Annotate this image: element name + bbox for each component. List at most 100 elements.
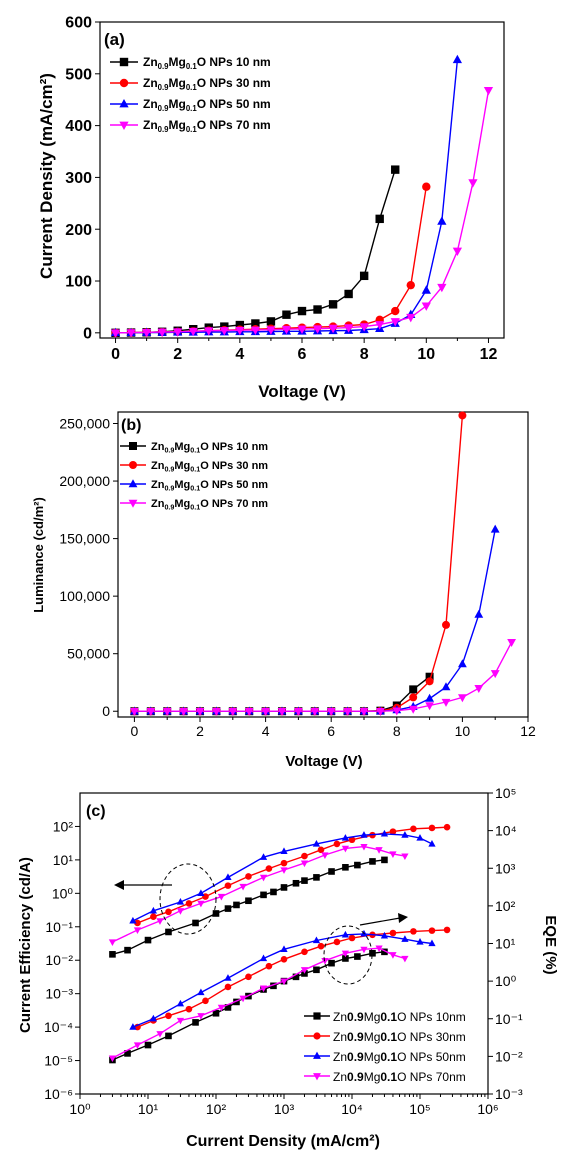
data-point [197, 988, 205, 996]
data-point [375, 847, 383, 854]
annotation-ellipse-right [323, 925, 373, 985]
data-point [342, 955, 349, 962]
data-point [224, 882, 232, 889]
data-point [437, 216, 447, 225]
data-point [212, 708, 221, 717]
data-point [321, 852, 329, 859]
data-point [195, 708, 205, 717]
panel-c-xlabel: Current Density (mA/cm²) [186, 1133, 380, 1150]
data-point [244, 708, 254, 717]
series-line [112, 845, 406, 943]
data-point [281, 325, 292, 335]
y-tick-label: 200,000 [59, 473, 110, 489]
data-point [156, 918, 164, 925]
data-point [280, 956, 288, 963]
data-point [369, 949, 376, 957]
series-line [115, 186, 427, 334]
data-point [228, 708, 238, 717]
y-tick-label: 500 [65, 66, 92, 83]
data-point [409, 693, 418, 702]
data-point [359, 271, 369, 281]
data-point [188, 327, 198, 337]
y-right-tick-label: 10⁰ [495, 973, 517, 989]
annotation-ellipse-left [159, 863, 217, 935]
data-point [259, 874, 268, 882]
series-line [134, 676, 431, 712]
series-line [137, 929, 448, 1028]
legend-label: Zn0.9Mg0.1O NPs 10 nm [143, 55, 271, 71]
legend-marker [313, 1032, 321, 1040]
data-point [219, 327, 229, 336]
x-tick-label: 0 [131, 723, 139, 739]
data-point [212, 910, 220, 917]
data-point [313, 874, 320, 881]
data-point [301, 948, 308, 956]
data-point [392, 707, 402, 716]
x-tick-label: 8 [393, 723, 401, 739]
data-point [280, 945, 288, 952]
panel-b-plot: 0 2 4 6 8 10 12 0 50,000 100,000 150,000 200,000 250… [59, 411, 536, 739]
panel-c-ylabel: Current Efficiency (cd/A) [17, 857, 34, 1033]
data-point [416, 937, 424, 945]
panel-c-plot: 10⁰ 10¹ 10² 10³ 10⁴ 10⁵ 10⁶ 10⁻⁶ 10⁻⁵ 10⁻⁴ 10⁻³ 10⁻… [44, 785, 523, 1117]
data-point [360, 946, 368, 954]
data-point [235, 326, 245, 336]
legend-marker [129, 442, 137, 450]
y-tick-label: 10⁰ [52, 885, 74, 901]
data-point [452, 54, 463, 64]
data-point [326, 708, 336, 717]
y-tick-label: 100 [65, 274, 92, 291]
data-point [410, 825, 417, 833]
data-point [428, 824, 436, 832]
y-tick-label: 0 [83, 325, 92, 342]
data-point [360, 831, 368, 838]
data-point [202, 997, 209, 1005]
legend-marker [313, 1073, 321, 1081]
data-point [179, 708, 188, 717]
data-point [381, 856, 388, 864]
plot-frame [117, 411, 529, 718]
data-point [389, 952, 397, 959]
legend-label: Zn0.9Mg0.1O NPs 30nm [333, 1030, 466, 1044]
data-point [344, 289, 353, 299]
legend-label: Zn0.9Mg0.1O NPs 70 nm [151, 498, 268, 512]
panel-b-label: (b) [121, 417, 141, 434]
legend-marker [313, 1051, 321, 1059]
data-point [409, 685, 418, 694]
panel-a-xlabel: Voltage (V) [258, 382, 346, 401]
y-tick-label: 600 [65, 15, 92, 32]
arrow-to-right-axis [359, 917, 401, 926]
y-right-tick-label: 10² [495, 898, 516, 914]
legend-label: Zn0.9Mg0.1O NPs 50 nm [151, 479, 268, 493]
data-point [348, 934, 356, 942]
data-point [390, 318, 400, 327]
data-point [380, 931, 389, 939]
data-point [391, 306, 400, 316]
legend-label: Zn0.9Mg0.1O NPs 10nm [333, 1010, 466, 1024]
data-point [245, 973, 252, 981]
x-tick-label: 10⁴ [341, 1101, 363, 1117]
data-point [313, 305, 322, 314]
legend-marker [129, 461, 137, 469]
data-point [416, 834, 424, 841]
data-point [245, 897, 252, 905]
data-point [266, 317, 276, 326]
data-point [110, 329, 121, 338]
data-point [406, 280, 415, 290]
x-tick-label: 4 [235, 346, 244, 363]
data-point [270, 888, 277, 896]
data-point [313, 966, 320, 974]
data-point [441, 682, 451, 691]
data-point [185, 900, 193, 907]
data-point [239, 995, 247, 1003]
data-point [133, 1042, 142, 1050]
data-point [277, 708, 287, 717]
data-point [401, 935, 409, 942]
data-point [376, 708, 385, 717]
data-point [235, 320, 245, 330]
data-point [176, 1017, 185, 1025]
data-point [165, 928, 172, 936]
data-point [312, 325, 323, 334]
legend-marker [119, 121, 129, 131]
y-right-tick-label: 10¹ [495, 936, 516, 952]
